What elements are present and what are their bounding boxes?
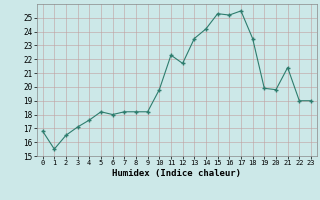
X-axis label: Humidex (Indice chaleur): Humidex (Indice chaleur) [112,169,241,178]
